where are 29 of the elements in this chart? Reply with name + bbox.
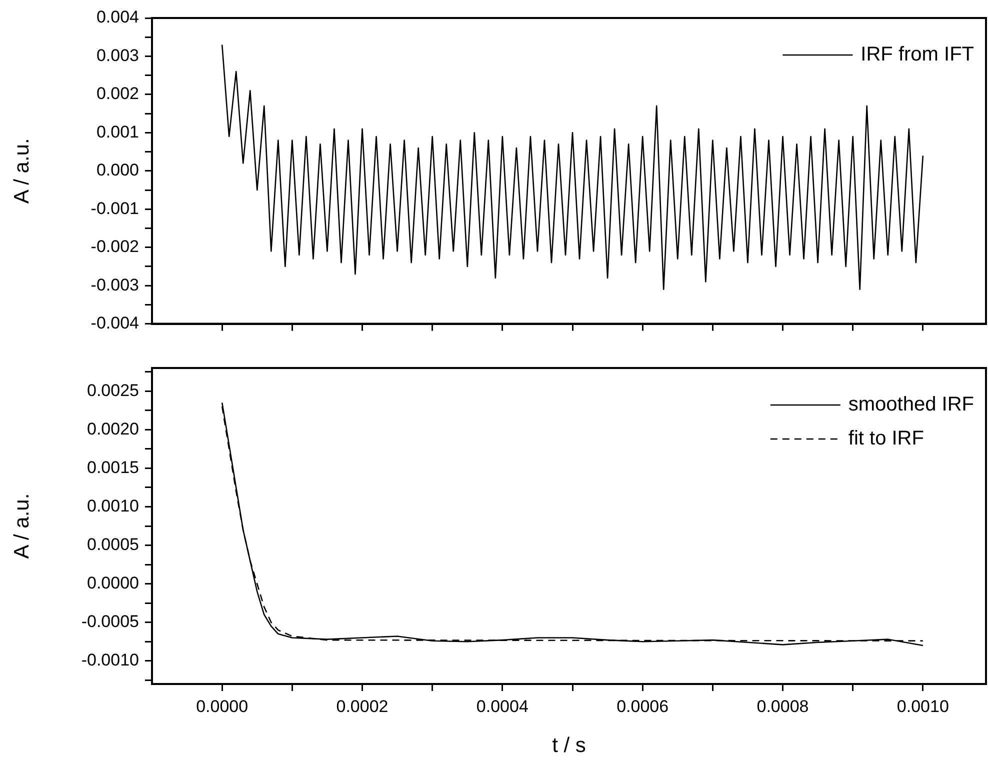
y-tick-label: -0.0005 bbox=[81, 612, 139, 632]
y-tick-label: -0.002 bbox=[90, 237, 139, 256]
y-tick-label: -0.003 bbox=[90, 275, 139, 294]
y-tick-label: -0.0010 bbox=[81, 650, 139, 670]
y-tick-label: 0.000 bbox=[96, 160, 139, 180]
y-tick-label: 0.002 bbox=[96, 84, 139, 104]
y-tick-label: 0.0010 bbox=[87, 496, 139, 516]
y-tick-label: 0.003 bbox=[96, 46, 139, 65]
x-tick-label: 0.0004 bbox=[476, 696, 528, 716]
legend-label: smoothed IRF bbox=[848, 394, 974, 416]
x-tick-label: 0.0002 bbox=[336, 696, 388, 716]
y-tick-label: -0.004 bbox=[90, 313, 139, 332]
x-tick-label: 0.0010 bbox=[896, 696, 949, 716]
y-tick-label: 0.0000 bbox=[87, 573, 139, 592]
legend-label: IRF from IFT bbox=[860, 44, 974, 66]
y-axis-title: A / a.u. bbox=[10, 493, 34, 559]
y-tick-label: 0.0025 bbox=[87, 380, 139, 400]
y-tick-label: -0.001 bbox=[90, 198, 139, 218]
y-tick-label: 0.0020 bbox=[87, 419, 139, 438]
x-tick-label: 0.0008 bbox=[756, 696, 809, 716]
y-tick-label: 0.0015 bbox=[87, 458, 139, 477]
y-tick-label: 0.0005 bbox=[87, 534, 139, 554]
y-tick-label: 0.001 bbox=[96, 122, 139, 142]
y-axis-title: A / a.u. bbox=[10, 138, 34, 204]
x-tick-label: 0.0000 bbox=[196, 696, 248, 716]
x-axis-title: t / s bbox=[552, 734, 586, 758]
x-tick-label: 0.0006 bbox=[616, 696, 669, 716]
legend-label: fit to IRF bbox=[848, 428, 924, 450]
y-tick-label: 0.004 bbox=[96, 8, 139, 27]
